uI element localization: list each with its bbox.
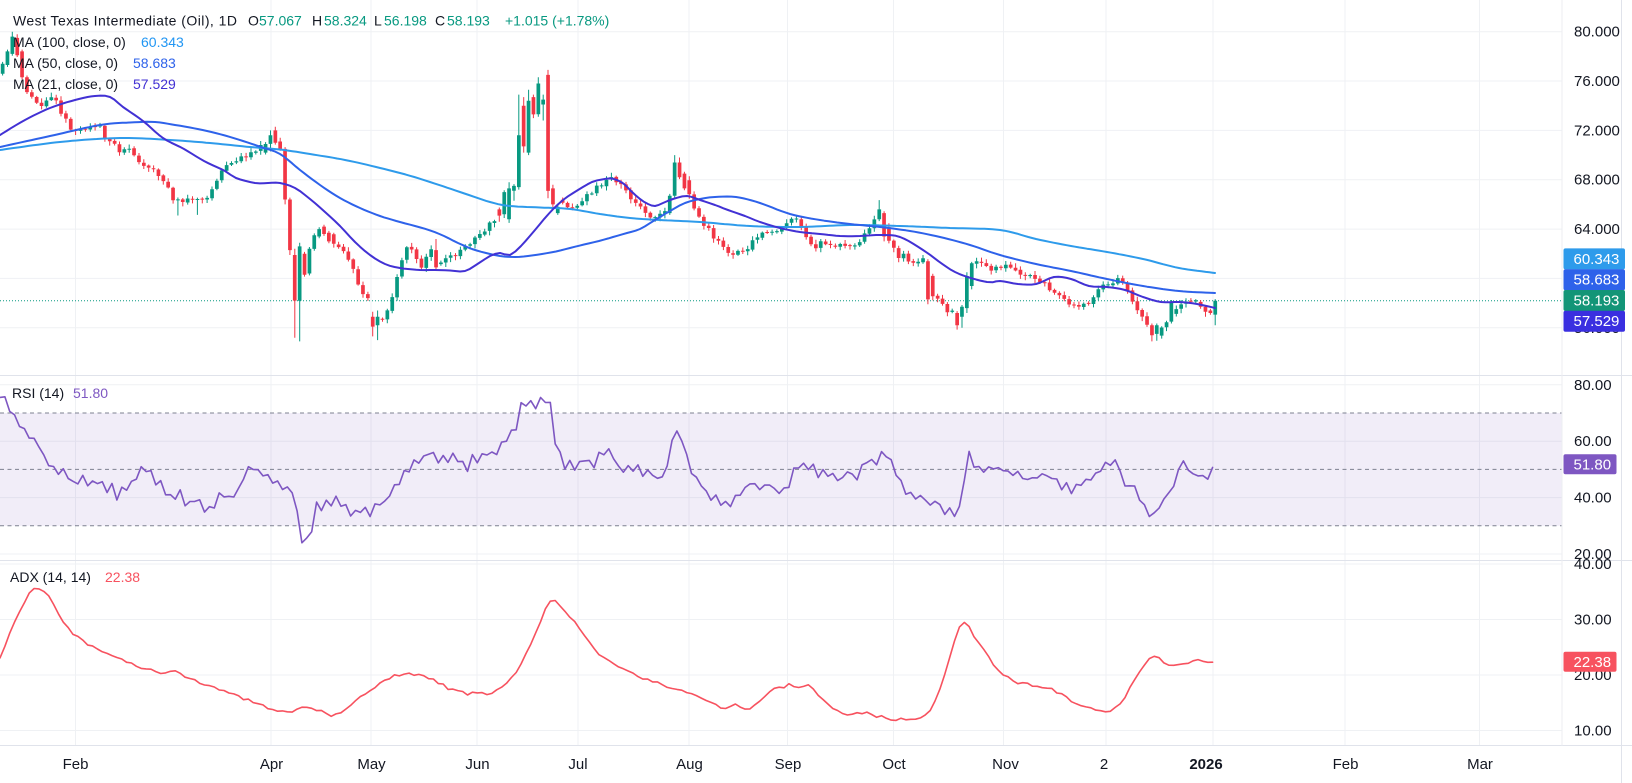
- svg-text:Sep: Sep: [775, 756, 802, 773]
- svg-text:RSI (14): RSI (14): [12, 385, 64, 401]
- svg-text:80.00: 80.00: [1574, 377, 1612, 394]
- svg-text:60.343: 60.343: [1574, 251, 1620, 268]
- svg-text:Nov: Nov: [992, 756, 1019, 773]
- svg-text:2026: 2026: [1189, 756, 1222, 773]
- svg-text:72.000: 72.000: [1574, 122, 1620, 139]
- svg-text:40.00: 40.00: [1574, 490, 1612, 507]
- svg-text:57.529: 57.529: [133, 76, 176, 92]
- svg-text:MA (50, close, 0): MA (50, close, 0): [13, 55, 118, 71]
- svg-text:Jun: Jun: [465, 756, 489, 773]
- svg-text:MA (100, close, 0): MA (100, close, 0): [13, 34, 126, 50]
- svg-text:Apr: Apr: [260, 756, 283, 773]
- svg-text:30.00: 30.00: [1574, 612, 1612, 629]
- svg-text:58.193: 58.193: [447, 13, 490, 29]
- svg-text:West Texas Intermediate (Oil),: West Texas Intermediate (Oil), 1D: [13, 13, 237, 29]
- svg-text:ADX (14, 14): ADX (14, 14): [10, 569, 91, 585]
- svg-text:Jul: Jul: [568, 756, 587, 773]
- svg-text:68.000: 68.000: [1574, 172, 1620, 189]
- svg-text:Feb: Feb: [63, 756, 89, 773]
- svg-text:Aug: Aug: [676, 756, 703, 773]
- svg-text:L: L: [374, 13, 382, 29]
- svg-text:57.529: 57.529: [1574, 313, 1620, 330]
- svg-text:Feb: Feb: [1333, 756, 1359, 773]
- svg-text:10.00: 10.00: [1574, 723, 1612, 740]
- svg-text:80.000: 80.000: [1574, 24, 1620, 41]
- svg-text:22.38: 22.38: [1574, 654, 1612, 671]
- svg-text:20.00: 20.00: [1574, 546, 1612, 563]
- svg-text:22.38: 22.38: [105, 569, 140, 585]
- svg-text:+1.015 (+1.78%): +1.015 (+1.78%): [505, 13, 609, 29]
- svg-text:2: 2: [1100, 756, 1108, 773]
- svg-text:Oct: Oct: [882, 756, 906, 773]
- svg-text:Mar: Mar: [1467, 756, 1493, 773]
- svg-text:51.80: 51.80: [73, 385, 108, 401]
- svg-text:C: C: [435, 13, 445, 29]
- svg-text:60.00: 60.00: [1574, 433, 1612, 450]
- svg-text:58.683: 58.683: [1574, 272, 1620, 289]
- svg-text:58.324: 58.324: [324, 13, 367, 29]
- svg-text:58.193: 58.193: [1574, 293, 1620, 310]
- svg-text:O: O: [248, 13, 259, 29]
- svg-text:MA (21, close, 0): MA (21, close, 0): [13, 76, 118, 92]
- svg-text:76.000: 76.000: [1574, 73, 1620, 90]
- svg-text:56.198: 56.198: [384, 13, 427, 29]
- svg-text:60.343: 60.343: [141, 34, 184, 50]
- svg-text:57.067: 57.067: [259, 13, 302, 29]
- svg-text:58.683: 58.683: [133, 55, 176, 71]
- svg-text:51.80: 51.80: [1574, 456, 1612, 473]
- svg-text:64.000: 64.000: [1574, 221, 1620, 238]
- svg-text:H: H: [312, 13, 322, 29]
- svg-text:May: May: [357, 756, 386, 773]
- svg-text:40.00: 40.00: [1574, 556, 1612, 573]
